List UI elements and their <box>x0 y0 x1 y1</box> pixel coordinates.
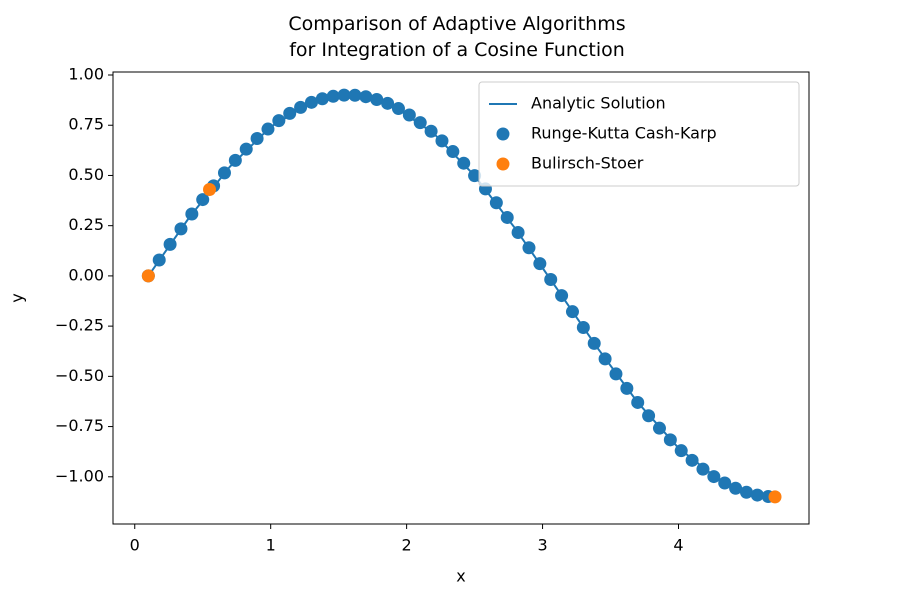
y-axis-label: y <box>8 293 27 302</box>
point <box>294 100 308 114</box>
x-tick-label: 2 <box>402 536 412 555</box>
point <box>555 289 569 303</box>
point <box>217 166 231 180</box>
x-tick-label: 3 <box>537 536 547 555</box>
x-tick-label: 4 <box>673 536 683 555</box>
y-tick-label: 0.75 <box>68 115 104 134</box>
legend-swatch <box>496 127 510 141</box>
point <box>685 453 699 467</box>
plot-frame <box>112 71 810 525</box>
y-tick-label: 0.00 <box>68 265 104 284</box>
point <box>674 444 688 458</box>
point <box>652 421 666 435</box>
point <box>304 95 318 109</box>
point <box>435 134 449 148</box>
legend-label: Analytic Solution <box>531 94 666 113</box>
point <box>768 490 782 504</box>
point <box>424 124 438 138</box>
point <box>739 485 753 499</box>
point <box>174 222 188 236</box>
legend-label: Runge-Kutta Cash-Karp <box>531 124 717 143</box>
point <box>326 89 340 103</box>
y-tick-label: 0.25 <box>68 215 104 234</box>
point <box>152 253 166 267</box>
point <box>250 131 264 145</box>
point <box>598 352 612 366</box>
point <box>750 488 764 502</box>
x-tick-label: 0 <box>130 536 140 555</box>
point <box>707 470 721 484</box>
point <box>533 257 547 271</box>
point <box>185 207 199 221</box>
point <box>315 92 329 106</box>
point <box>203 183 217 197</box>
legend-label: Bulirsch-Stoer <box>531 154 644 173</box>
point <box>609 367 623 381</box>
point <box>511 226 525 240</box>
point <box>413 116 427 130</box>
legend-box <box>478 81 800 187</box>
point <box>696 462 710 476</box>
y-tick-label: −0.25 <box>55 316 104 335</box>
point <box>489 196 503 210</box>
point <box>587 336 601 350</box>
point <box>446 145 460 159</box>
point <box>381 96 395 110</box>
y-tick-label: −1.00 <box>55 466 104 485</box>
point <box>163 237 177 251</box>
y-tick-label: −0.50 <box>55 366 104 385</box>
point <box>370 93 384 107</box>
point <box>718 476 732 490</box>
point <box>402 108 416 122</box>
point <box>228 153 242 167</box>
point <box>522 241 536 255</box>
point <box>642 409 656 423</box>
point <box>468 169 482 183</box>
y-tick-label: −0.75 <box>55 416 104 435</box>
point <box>348 88 362 102</box>
point <box>457 156 471 170</box>
point <box>500 210 514 224</box>
legend: Analytic Solution Runge-Kutta Cash-Karp Bu… <box>478 81 800 187</box>
chart-title: Comparison of Adaptive Algorithms for Int… <box>288 13 625 61</box>
point <box>283 106 297 120</box>
point <box>391 102 405 116</box>
point <box>729 481 743 495</box>
x-axis-label: x <box>456 567 465 586</box>
point <box>544 273 558 287</box>
y-tick-label: 1.00 <box>68 65 104 84</box>
y-tick-label: 0.50 <box>68 165 104 184</box>
point <box>359 90 373 104</box>
point <box>576 321 590 335</box>
point <box>196 193 210 207</box>
point <box>261 122 275 136</box>
point <box>663 433 677 447</box>
point <box>565 305 579 319</box>
point <box>620 381 634 395</box>
point <box>272 114 286 128</box>
point <box>337 88 351 102</box>
legend-swatch <box>496 157 510 171</box>
x-tick-label: 1 <box>266 536 276 555</box>
point <box>141 269 155 283</box>
point <box>239 142 253 156</box>
point <box>631 395 645 409</box>
